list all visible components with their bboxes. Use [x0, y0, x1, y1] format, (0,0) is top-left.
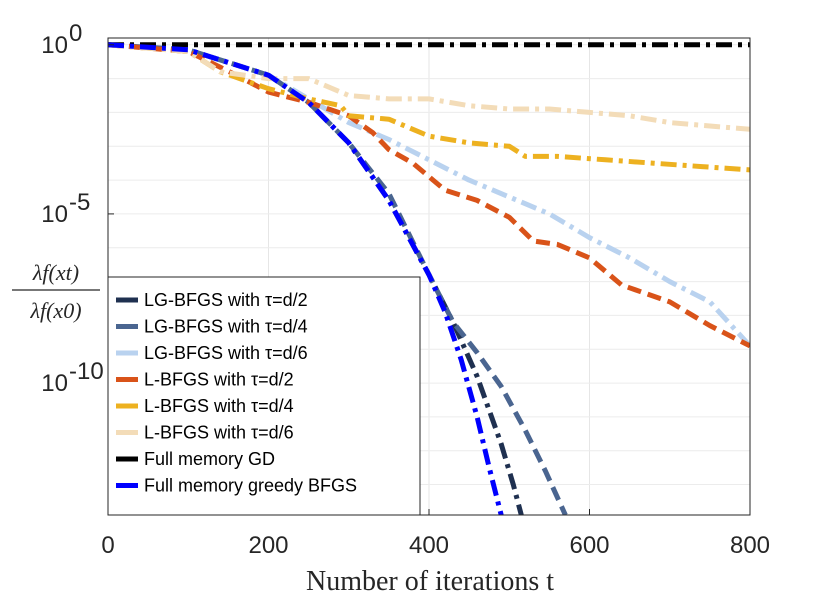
series-line-5 — [108, 42, 750, 173]
x-tick-label: 0 — [101, 532, 114, 559]
x-axis-ticks: 0 200 400 600 800 — [101, 509, 770, 559]
legend-box — [107, 276, 421, 516]
x-tick-label: 200 — [248, 532, 288, 559]
series-line-4 — [108, 42, 750, 349]
y-tick-exponent: -10 — [69, 358, 104, 385]
series-line-8 — [108, 42, 504, 515]
series-line-6 — [108, 42, 750, 132]
x-tick-label: 800 — [730, 532, 770, 559]
y-tick-label: 10 — [41, 201, 68, 228]
legend-entry: L-BFGS with τ=d/2 — [144, 370, 294, 390]
series-group — [108, 42, 750, 515]
y-tick-label: 10 — [41, 32, 68, 59]
y-tick-exponent: 0 — [69, 20, 82, 47]
x-tick-label: 400 — [409, 532, 449, 559]
legend-entry: Full memory greedy BFGS — [144, 476, 357, 496]
series-line-3 — [108, 42, 750, 348]
y-tick-exponent: -5 — [69, 189, 90, 216]
y-axis-label-numerator: λf(xt) — [32, 260, 79, 285]
y-axis-label-denominator: λf(x0) — [29, 298, 81, 323]
legend-entry: LG-BFGS with τ=d/2 — [144, 290, 308, 310]
legend-entry: LG-BFGS with τ=d/4 — [144, 317, 308, 337]
legend-entry: L-BFGS with τ=d/4 — [144, 396, 294, 416]
legend-entry: LG-BFGS with τ=d/6 — [144, 343, 308, 363]
legend: LG-BFGS with τ=d/2 LG-BFGS with τ=d/4 LG-B… — [107, 276, 421, 516]
legend-entry: Full memory GD — [144, 449, 275, 469]
x-tick-label: 600 — [569, 532, 609, 559]
y-axis-label: λf(xt) λf(x0) — [12, 260, 100, 323]
y-tick-label: 10 — [41, 370, 68, 397]
legend-entry: L-BFGS with τ=d/6 — [144, 423, 294, 443]
x-axis-label: Number of iterations t — [306, 566, 554, 597]
